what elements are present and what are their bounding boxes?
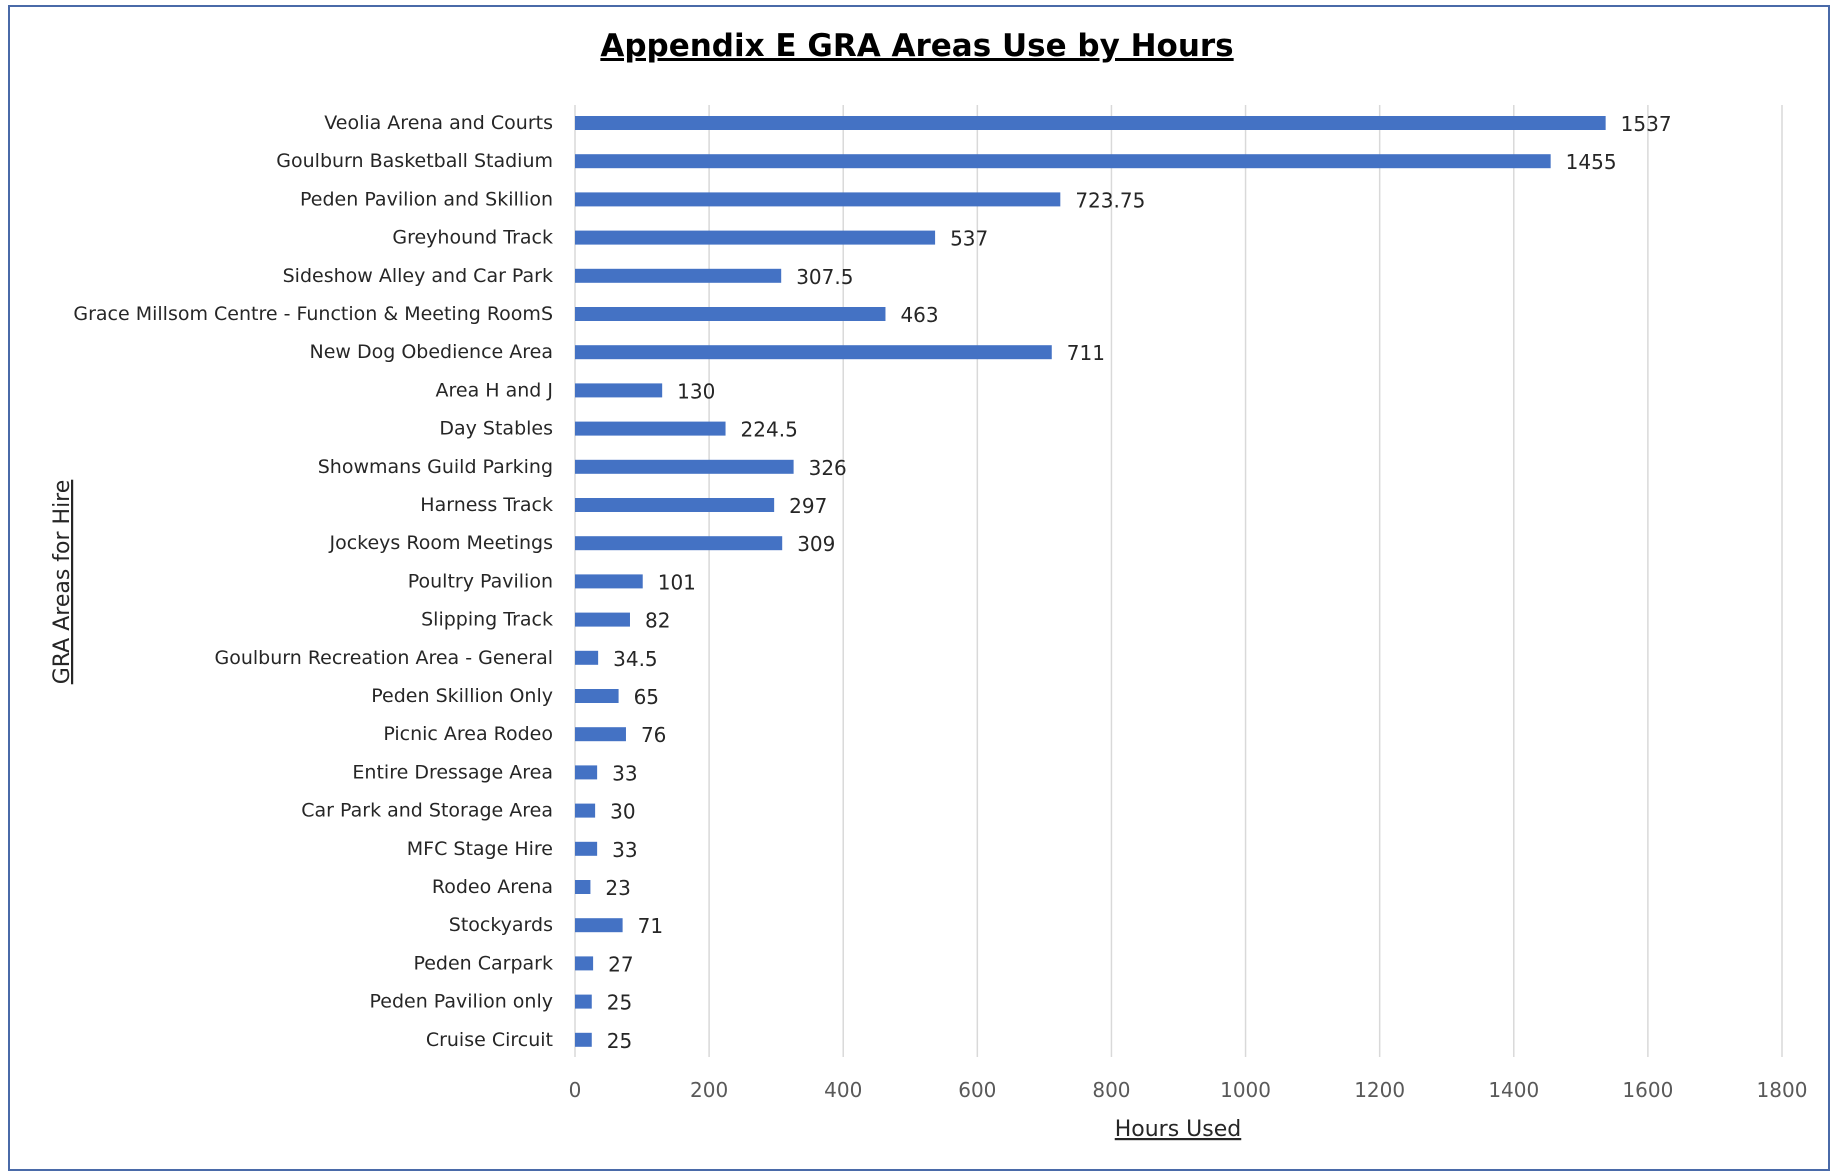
x-axis-title: Hours Used [1115, 1117, 1242, 1142]
data-label: 101 [658, 570, 696, 594]
category-label: Goulburn Basketball Stadium [276, 150, 553, 172]
category-label: Grace Millsom Centre - Function & Meetin… [73, 303, 553, 325]
category-label: Area H and J [436, 379, 553, 401]
bar [575, 421, 726, 436]
bar [575, 154, 1551, 169]
bar [575, 918, 623, 933]
category-label: Harness Track [420, 494, 553, 516]
x-tick-label: 1000 [1220, 1078, 1271, 1102]
category-label: Car Park and Storage Area [301, 800, 553, 822]
bar [575, 765, 598, 780]
bar [575, 994, 592, 1009]
category-label: Stockyards [449, 914, 553, 936]
bar [575, 536, 783, 551]
data-label: 723.75 [1075, 188, 1145, 212]
data-label: 65 [634, 685, 659, 709]
category-label: Jockeys Room Meetings [328, 532, 553, 554]
category-label: Veolia Arena and Courts [324, 112, 553, 134]
bar [575, 574, 643, 589]
category-label: Poultry Pavilion [408, 570, 553, 592]
x-tick-label: 1600 [1622, 1078, 1673, 1102]
data-label: 307.5 [796, 265, 853, 289]
bar [575, 230, 936, 245]
x-tick-label: 600 [958, 1078, 996, 1102]
bar [575, 459, 794, 474]
data-label: 463 [900, 303, 938, 327]
data-label: 82 [645, 609, 670, 633]
category-label: Goulburn Recreation Area - General [214, 647, 553, 669]
bar [575, 383, 663, 398]
bar [575, 268, 782, 283]
category-label: Sideshow Alley and Car Park [283, 265, 553, 287]
x-tick-label: 1200 [1354, 1078, 1405, 1102]
category-label: Rodeo Arena [432, 876, 553, 898]
data-label: 711 [1067, 341, 1105, 365]
category-label: Peden Carpark [413, 952, 553, 974]
data-label: 25 [607, 991, 632, 1015]
data-label: 33 [612, 761, 637, 785]
bar [575, 650, 599, 665]
data-label: 30 [610, 800, 635, 824]
x-tick-label: 800 [1092, 1078, 1130, 1102]
category-label: Day Stables [439, 418, 553, 440]
bar [575, 345, 1052, 360]
data-label: 71 [638, 914, 663, 938]
category-label: Cruise Circuit [426, 1029, 553, 1051]
data-label: 537 [950, 227, 988, 251]
x-tick-label: 1800 [1757, 1078, 1808, 1102]
y-axis-title: GRA Areas for Hire [50, 480, 75, 685]
data-label: 1537 [1621, 112, 1672, 136]
x-tick-label: 200 [690, 1078, 728, 1102]
category-label: Picnic Area Rodeo [383, 723, 553, 745]
x-tick-label: 0 [569, 1078, 582, 1102]
data-label: 326 [809, 456, 847, 480]
category-label: Entire Dressage Area [352, 761, 553, 783]
chart-title: Appendix E GRA Areas Use by Hours [600, 28, 1234, 64]
labels: 0 200 400 600 800 1000 1200 1400 1600 1800 Veolia … [73, 112, 1807, 1102]
data-label: 33 [612, 838, 637, 862]
bars [575, 116, 1606, 1047]
data-label: 224.5 [741, 418, 798, 442]
bar [575, 841, 598, 856]
bar [575, 803, 596, 818]
category-label: Greyhound Track [392, 227, 553, 249]
data-label: 76 [641, 723, 666, 747]
bar [575, 116, 1606, 130]
bar [575, 880, 591, 894]
category-label: Showmans Guild Parking [318, 456, 553, 478]
data-label: 130 [677, 379, 715, 403]
category-label: Slipping Track [421, 609, 553, 631]
data-label: 34.5 [613, 647, 658, 671]
bar [575, 727, 626, 742]
x-tick-label: 400 [824, 1078, 862, 1102]
data-label: 25 [607, 1029, 632, 1053]
bar [575, 192, 1061, 207]
category-label: MFC Stage Hire [407, 838, 553, 860]
data-label: 309 [797, 532, 835, 556]
category-label: Peden Pavilion only [369, 991, 553, 1013]
data-label: 297 [789, 494, 827, 518]
x-tick-label: 1400 [1488, 1078, 1539, 1102]
gridlines [574, 105, 1783, 1057]
category-label: Peden Pavilion and Skillion [300, 188, 553, 210]
data-label: 27 [608, 952, 633, 976]
bar [575, 1032, 592, 1047]
data-label: 1455 [1566, 150, 1617, 174]
bar [575, 307, 886, 321]
bar [575, 689, 619, 703]
data-label: 23 [605, 876, 630, 900]
category-label: Peden Skillion Only [371, 685, 553, 707]
category-label: New Dog Obedience Area [309, 341, 553, 363]
bar [575, 956, 594, 971]
bar [575, 612, 630, 627]
bar [575, 498, 775, 512]
